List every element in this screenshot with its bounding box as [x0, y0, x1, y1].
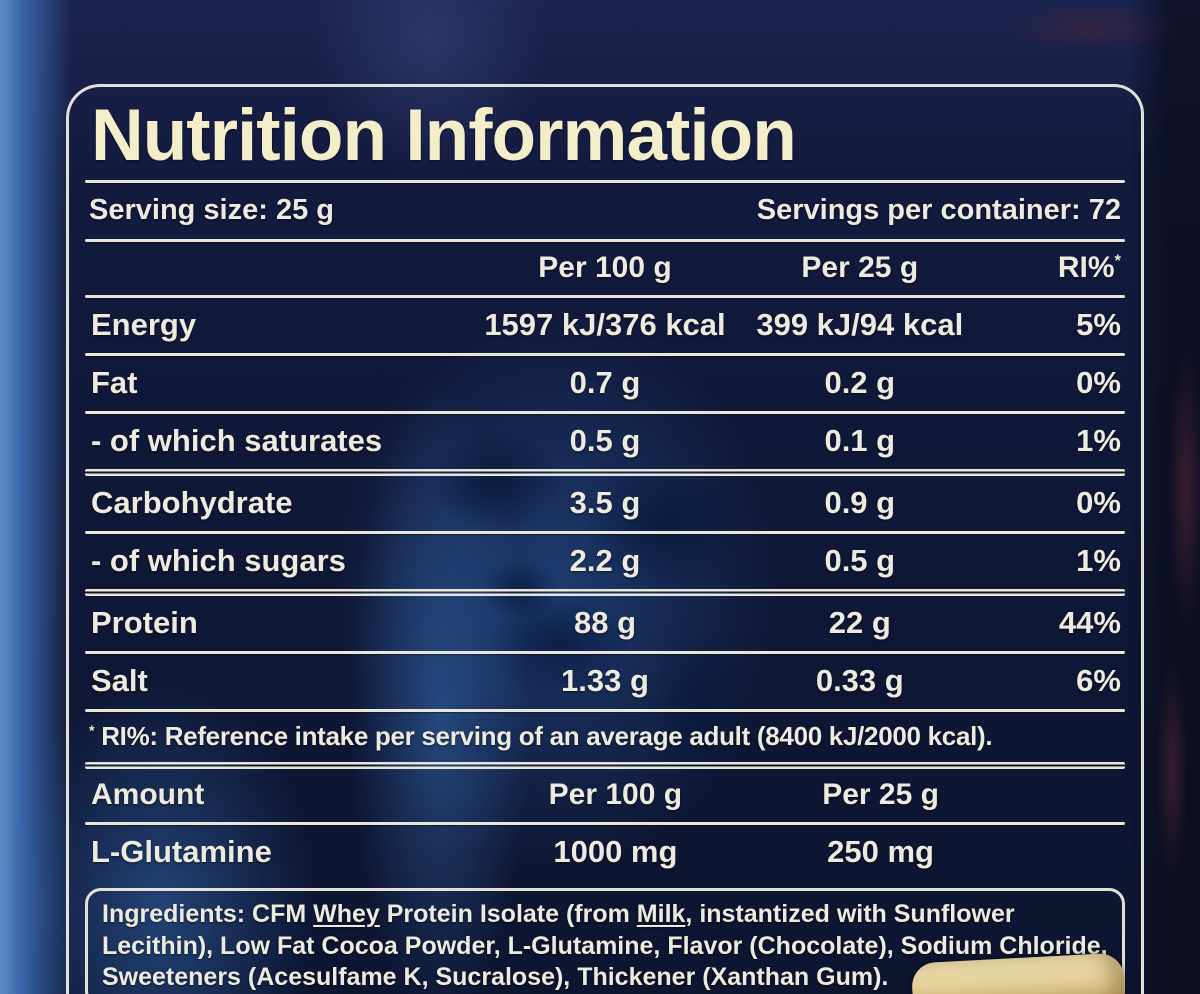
column-header-per-100g: Per 100 g	[538, 251, 672, 285]
divider-line	[85, 411, 1125, 415]
supplement-per-25g: 250 mg	[827, 834, 934, 870]
nutrient-name: Carbohydrate	[91, 485, 293, 521]
value-per-100g: 0.7 g	[569, 365, 641, 401]
divider-line	[85, 709, 1125, 713]
serving-size-text: Serving size: 25 g	[89, 194, 334, 227]
supplement-row: L-Glutamine 1000 mg 250 mg	[85, 825, 1125, 880]
nutrition-row: Carbohydrate 3.5 g 0.9 g 0%	[85, 476, 1125, 531]
divider-line	[85, 353, 1125, 357]
nutrition-label-panel: Nutrition Information Serving size: 25 g…	[66, 84, 1144, 994]
nutrition-row: Energy 1597 kJ/376 kcal 399 kJ/94 kcal 5%	[85, 298, 1125, 353]
ingredient-segment: CFM	[252, 900, 314, 929]
nutrition-row: - of which sugars 2.2 g 0.5 g 1%	[85, 534, 1125, 589]
ingredients-box: Ingredients: CFM Whey Protein Isolate (f…	[85, 888, 1125, 994]
nutrient-name: - of which saturates	[91, 423, 383, 459]
column-header-row: Per 100 g Per 25 g RI%*	[85, 242, 1125, 295]
footnote-asterisk: *	[89, 723, 95, 740]
divider-line	[85, 822, 1125, 826]
amount-column-per-25g: Per 25 g	[822, 778, 939, 812]
value-ri-percent: 5%	[1076, 307, 1121, 343]
nutrient-name: Salt	[91, 663, 148, 699]
divider-line-double	[85, 762, 1125, 770]
nutrition-row: Protein 88 g 22 g 44%	[85, 596, 1125, 651]
footnote-text: RI%: Reference intake per serving of an …	[94, 721, 993, 752]
divider-line	[85, 651, 1125, 655]
value-per-25g: 0.2 g	[824, 365, 896, 401]
ingredient-segment: Milk	[636, 900, 686, 929]
serving-info-row: Serving size: 25 g Servings per containe…	[85, 183, 1125, 239]
nutrient-name: Protein	[91, 605, 198, 641]
divider-line	[85, 531, 1125, 535]
column-header-per-25g: Per 25 g	[801, 251, 919, 285]
value-per-25g: 0.1 g	[824, 423, 896, 459]
value-ri-percent: 1%	[1076, 423, 1121, 459]
value-ri-percent: 0%	[1076, 485, 1121, 521]
ingredients-text: Ingredients: CFM Whey Protein Isolate (f…	[102, 899, 1108, 994]
value-ri-percent: 1%	[1076, 543, 1121, 579]
ingredient-segment: Ingredients:	[102, 900, 253, 929]
supplement-per-100g: 1000 mg	[553, 834, 678, 870]
ingredient-segment: Whey	[313, 900, 380, 929]
value-per-25g: 399 kJ/94 kcal	[756, 307, 964, 343]
value-per-100g: 2.2 g	[569, 543, 641, 579]
divider-line	[85, 469, 1125, 477]
nutrition-row: - of which saturates 0.5 g 0.1 g 1%	[85, 414, 1125, 469]
divider-line	[85, 295, 1125, 299]
value-per-100g: 88 g	[573, 605, 636, 641]
nutrition-row: Fat 0.7 g 0.2 g 0%	[85, 356, 1125, 411]
ri-header-text: RI%	[1057, 251, 1115, 285]
amount-rows: L-Glutamine 1000 mg 250 mg	[85, 825, 1125, 880]
amount-column-amount: Amount	[91, 778, 205, 812]
value-per-25g: 0.33 g	[815, 663, 904, 699]
nutrition-row: Salt 1.33 g 0.33 g 6%	[85, 654, 1125, 709]
value-per-100g: 0.5 g	[569, 423, 641, 459]
value-per-100g: 3.5 g	[569, 485, 641, 521]
value-ri-percent: 6%	[1076, 663, 1121, 699]
ri-header-asterisk: *	[1114, 252, 1121, 271]
value-per-25g: 0.5 g	[824, 543, 896, 579]
nutrition-label-title: Nutrition Information	[91, 95, 797, 176]
divider-line	[85, 239, 1125, 243]
value-per-100g: 1597 kJ/376 kcal	[484, 307, 726, 343]
ingredient-segment: Protein Isolate (from	[379, 900, 637, 929]
value-per-100g: 1.33 g	[561, 663, 649, 699]
amount-table-header: Amount Per 100 g Per 25 g	[85, 769, 1125, 822]
nutrient-name: Energy	[91, 307, 197, 343]
column-header-ri-percent: RI%*	[979, 251, 1125, 285]
divider-line	[85, 180, 1125, 184]
divider-line	[85, 589, 1125, 597]
amount-column-per-100g: Per 100 g	[548, 778, 683, 812]
value-ri-percent: 44%	[1058, 605, 1121, 641]
value-per-25g: 22 g	[828, 605, 891, 641]
nutrient-name: - of which sugars	[91, 543, 346, 579]
ri-footnote: * RI%: Reference intake per serving of a…	[85, 712, 1125, 762]
servings-per-container-text: Servings per container: 72	[756, 194, 1121, 227]
nutrient-name: Fat	[91, 365, 138, 401]
ingredient-segment: , instantized with Sunflower Lecithin), …	[102, 900, 1108, 992]
value-per-25g: 0.9 g	[824, 485, 896, 521]
supplement-name: L-Glutamine	[91, 834, 272, 870]
nutrition-rows: Energy 1597 kJ/376 kcal 399 kJ/94 kcal 5% Fa…	[85, 298, 1125, 713]
value-ri-percent: 0%	[1076, 365, 1121, 401]
